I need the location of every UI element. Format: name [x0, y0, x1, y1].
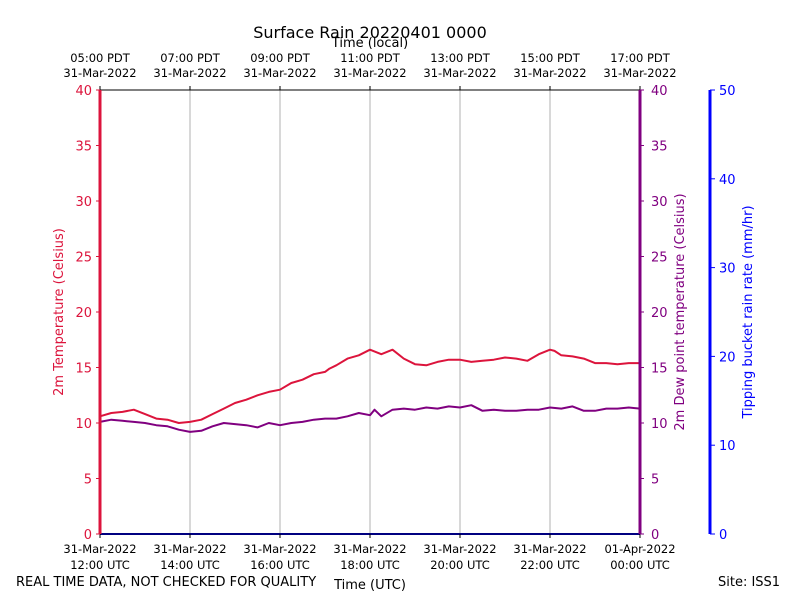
dewpoint-tick-label: 10: [651, 417, 668, 432]
rain-tick-label: 20: [719, 350, 736, 365]
rain-tick-label: 0: [719, 528, 727, 543]
temperature-tick-label: 5: [84, 473, 92, 488]
dewpoint-tick-label: 0: [651, 528, 659, 543]
top-tick-label-date: 31-Mar-2022: [243, 66, 316, 80]
x-tick-label-time: 22:00 UTC: [520, 558, 580, 572]
x-axis-title: Time (UTC): [333, 578, 406, 593]
dewpoint-tick-label: 40: [651, 84, 668, 99]
x-tick-label-date: 01-Apr-2022: [604, 542, 675, 556]
site-label: Site: ISS1: [718, 575, 781, 590]
top-tick-label-time: 13:00 PDT: [430, 51, 491, 65]
x-tick-label-time: 00:00 UTC: [610, 558, 670, 572]
axes: [96, 86, 715, 538]
top-tick-label-date: 31-Mar-2022: [63, 66, 136, 80]
x-tick-label-date: 31-Mar-2022: [243, 542, 316, 556]
rain-tick-label: 10: [719, 439, 736, 454]
x-tick-label-date: 31-Mar-2022: [513, 542, 586, 556]
quality-disclaimer: REAL TIME DATA, NOT CHECKED FOR QUALITY: [16, 575, 317, 590]
temperature-tick-label: 10: [75, 417, 92, 432]
rain-tick-label: 40: [719, 173, 736, 188]
rain-tick-label: 50: [719, 84, 736, 99]
temperature-tick-label: 40: [75, 84, 92, 99]
x-tick-label-time: 12:00 UTC: [70, 558, 130, 572]
top-tick-label-date: 31-Mar-2022: [603, 66, 676, 80]
top-tick-label-time: 09:00 PDT: [250, 51, 311, 65]
rain-axis-title: Tipping bucket rain rate (mm/hr): [741, 205, 756, 419]
dewpoint-tick-label: 25: [651, 251, 668, 266]
temperature-tick-label: 20: [75, 306, 92, 321]
temperature-tick-label: 25: [75, 251, 92, 266]
top-tick-label-date: 31-Mar-2022: [513, 66, 586, 80]
top-tick-label-date: 31-Mar-2022: [153, 66, 226, 80]
top-axis-title: Time (local): [331, 36, 408, 51]
temperature-axis-title: 2m Temperature (Celsius): [52, 228, 67, 396]
temperature-line: [99, 348, 640, 424]
x-tick-label-date: 31-Mar-2022: [153, 542, 226, 556]
temperature-tick-label: 35: [75, 140, 92, 155]
dewpoint-tick-label: 20: [651, 306, 668, 321]
top-tick-label-time: 11:00 PDT: [340, 51, 401, 65]
top-tick-label-date: 31-Mar-2022: [333, 66, 406, 80]
rain-tick-label: 30: [719, 262, 736, 277]
dewpoint-tick-label: 35: [651, 140, 668, 155]
chart-title: Surface Rain 20220401 0000: [253, 23, 487, 42]
x-tick-label-time: 16:00 UTC: [250, 558, 310, 572]
x-tick-label-date: 31-Mar-2022: [423, 542, 496, 556]
temperature-tick-label: 0: [84, 528, 92, 543]
top-tick-label-time: 17:00 PDT: [610, 51, 671, 65]
x-tick-label-time: 18:00 UTC: [340, 558, 400, 572]
dewpoint-tick-label: 5: [651, 473, 659, 488]
top-tick-label-time: 07:00 PDT: [160, 51, 221, 65]
x-gridlines: [189, 90, 551, 534]
temperature-tick-label: 15: [75, 362, 92, 377]
x-tick-label-time: 20:00 UTC: [430, 558, 490, 572]
top-tick-label-time: 05:00 PDT: [70, 51, 131, 65]
dewpoint-axis-title: 2m Dew point temperature (Celsius): [673, 193, 688, 430]
x-tick-label-date: 31-Mar-2022: [63, 542, 136, 556]
dewpoint-tick-label: 15: [651, 362, 668, 377]
dewpoint-line: [99, 404, 641, 433]
dewpoint-tick-label: 30: [651, 195, 668, 210]
x-tick-label-time: 14:00 UTC: [160, 558, 220, 572]
top-tick-label-date: 31-Mar-2022: [423, 66, 496, 80]
x-tick-label-date: 31-Mar-2022: [333, 542, 406, 556]
temperature-tick-label: 30: [75, 195, 92, 210]
top-tick-label-time: 15:00 PDT: [520, 51, 581, 65]
